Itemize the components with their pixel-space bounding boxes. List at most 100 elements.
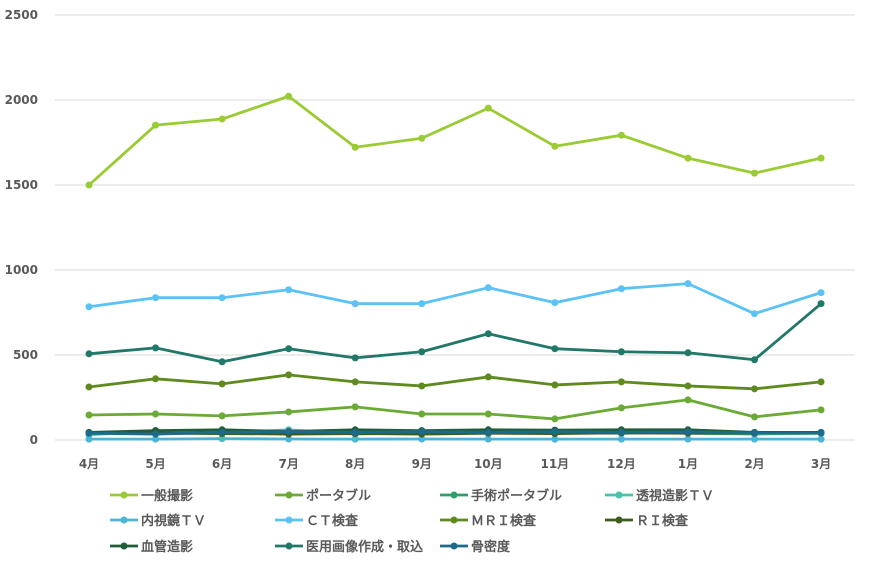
data-point xyxy=(152,435,160,443)
data-point xyxy=(152,344,160,352)
data-point xyxy=(751,169,758,177)
data-point xyxy=(684,428,692,436)
data-point xyxy=(484,410,492,418)
legend-marker xyxy=(285,542,293,550)
legend-marker xyxy=(450,542,458,550)
data-point xyxy=(617,428,625,436)
data-point xyxy=(484,428,492,436)
x-tick-label: 6月 xyxy=(212,457,232,471)
x-tick-label: 1月 xyxy=(678,457,698,471)
data-point xyxy=(551,142,559,150)
data-point xyxy=(418,435,426,443)
data-point xyxy=(418,428,426,435)
data-point xyxy=(152,294,160,302)
data-point xyxy=(218,435,226,443)
data-point xyxy=(684,154,692,162)
legend-label: 内視鏡ＴＶ xyxy=(141,513,206,529)
data-point xyxy=(551,299,559,307)
data-point xyxy=(285,92,293,100)
data-point xyxy=(817,289,825,297)
legend-marker xyxy=(120,542,128,550)
data-point xyxy=(218,115,226,123)
data-point xyxy=(484,435,492,443)
legend-label: ポータブル xyxy=(306,488,371,504)
x-tick-label: 8月 xyxy=(345,457,365,471)
legend-marker xyxy=(450,516,458,524)
data-point xyxy=(418,300,426,308)
data-point xyxy=(751,310,758,318)
data-point xyxy=(817,435,825,443)
data-point xyxy=(351,378,359,386)
legend-label: 手術ポータブル xyxy=(471,488,562,504)
data-point xyxy=(684,382,692,390)
data-point xyxy=(751,435,758,443)
legend-label: 一般撮影 xyxy=(141,488,193,504)
data-point xyxy=(484,373,492,381)
data-point xyxy=(484,330,492,338)
x-tick-label: 2月 xyxy=(744,457,764,471)
series-line xyxy=(88,373,822,391)
data-point xyxy=(152,430,160,438)
legend-marker xyxy=(450,491,458,499)
series-line xyxy=(88,428,822,434)
data-point xyxy=(551,428,559,435)
data-point xyxy=(285,345,293,353)
data-point xyxy=(152,410,160,418)
legend-label: 医用画像作成・取込 xyxy=(306,539,424,555)
data-point xyxy=(684,280,692,288)
data-point xyxy=(617,404,625,412)
x-tick-label: 11月 xyxy=(540,457,569,471)
data-point xyxy=(85,350,93,358)
data-point xyxy=(551,345,559,353)
data-point xyxy=(684,396,692,404)
y-tick-label: 1000 xyxy=(5,263,38,277)
data-point xyxy=(351,300,359,308)
data-point xyxy=(351,354,359,362)
data-point xyxy=(85,181,93,189)
data-point xyxy=(152,121,160,129)
data-point xyxy=(218,412,226,420)
y-tick-label: 2000 xyxy=(5,93,38,107)
data-point xyxy=(85,383,93,391)
legend-label: 血管造影 xyxy=(141,539,193,555)
data-point xyxy=(684,349,692,357)
data-point xyxy=(551,381,559,389)
data-point xyxy=(285,408,293,416)
x-tick-label: 12月 xyxy=(607,457,636,471)
data-point xyxy=(85,435,93,443)
x-tick-label: 7月 xyxy=(278,457,298,471)
data-point xyxy=(484,104,492,112)
legend-label: 骨密度 xyxy=(471,539,511,555)
data-point xyxy=(817,154,825,162)
data-point xyxy=(617,348,625,356)
series-line xyxy=(88,302,822,364)
data-point xyxy=(551,415,559,423)
data-point xyxy=(817,300,825,308)
data-point xyxy=(751,413,758,421)
data-point xyxy=(351,428,359,436)
data-point xyxy=(285,371,293,379)
data-point xyxy=(351,435,359,443)
data-point xyxy=(418,348,426,356)
data-point xyxy=(484,284,492,292)
data-point xyxy=(218,294,226,302)
legend-label: ＣＴ検査 xyxy=(306,513,359,529)
x-tick-label: 4月 xyxy=(79,457,99,471)
legend-marker xyxy=(120,516,128,524)
data-point xyxy=(218,428,226,436)
legend-label: 透視造影ＴＶ xyxy=(636,488,714,504)
legend-marker xyxy=(615,516,623,524)
series-line xyxy=(88,398,822,421)
legend-marker xyxy=(615,491,623,499)
legend-marker xyxy=(285,491,293,499)
data-point xyxy=(617,378,625,386)
data-point xyxy=(418,410,426,418)
x-tick-label: 3月 xyxy=(811,457,831,471)
data-point xyxy=(817,406,825,414)
data-point xyxy=(418,382,426,390)
data-point xyxy=(551,435,559,443)
legend-label: ＭＲＩ検査 xyxy=(471,513,537,529)
legend-marker xyxy=(120,491,128,499)
